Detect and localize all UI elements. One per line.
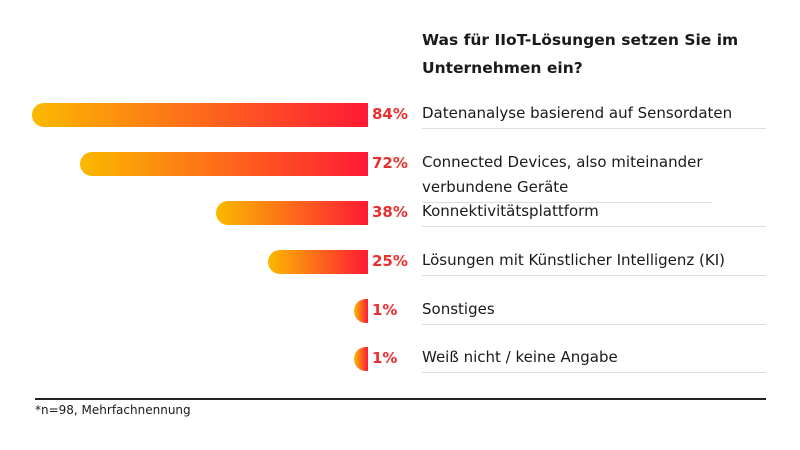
value-label: 84% [372, 105, 408, 123]
footnote: *n=98, Mehrfachnennung [35, 403, 191, 417]
value-label: 72% [372, 154, 408, 172]
chart-title: Was für IIoT-Lösungen setzen Sie im Unte… [422, 31, 739, 77]
value-label: 38% [372, 203, 408, 221]
bar-0 [32, 103, 368, 127]
bar-5 [354, 347, 368, 371]
value-label: 25% [372, 252, 408, 270]
category-label: Sonstiges [422, 297, 766, 325]
bar-4 [354, 299, 368, 323]
bar-1 [80, 152, 368, 176]
category-label: Datenanalyse basierend auf Sensordaten [422, 101, 766, 129]
bottom-rule [35, 398, 766, 400]
bar-3 [268, 250, 368, 274]
value-label: 1% [372, 301, 398, 319]
category-label: Weiß nicht / keine Angabe [422, 345, 766, 373]
category-label: Lösungen mit Künstlicher Intelligenz (KI… [422, 248, 766, 276]
category-label: Connected Devices, also miteinander verb… [422, 150, 712, 203]
category-label: Konnektivitätsplattform [422, 199, 766, 227]
bar-2 [216, 201, 368, 225]
value-label: 1% [372, 349, 398, 367]
